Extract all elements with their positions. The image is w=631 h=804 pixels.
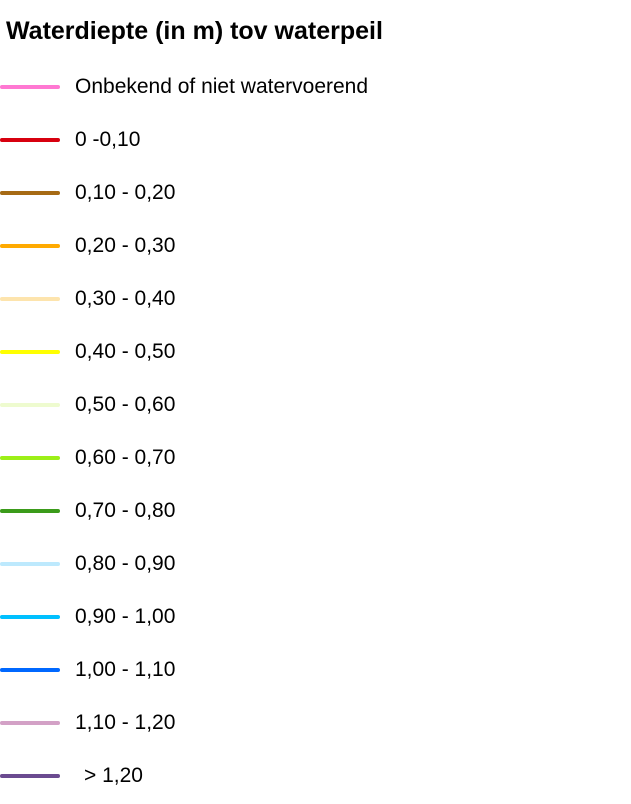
legend-label: 0,20 - 0,30 (75, 234, 176, 257)
legend-label: 0,50 - 0,60 (75, 393, 176, 416)
legend-label: 0,80 - 0,90 (75, 552, 176, 575)
legend-swatch (0, 191, 60, 195)
legend-swatch (0, 456, 60, 460)
legend-item-030-040: 0,30 - 0,40 (0, 274, 600, 327)
legend-swatch (0, 721, 60, 725)
legend-swatch (0, 774, 60, 778)
legend-item-over-120: > 1,20 (0, 751, 600, 804)
legend-label: 0,70 - 0,80 (75, 499, 176, 522)
legend-label: 1,00 - 1,10 (75, 658, 176, 681)
legend-item-080-090: 0,80 - 0,90 (0, 539, 600, 592)
legend-swatch (0, 350, 60, 354)
legend-item-020-030: 0,20 - 0,30 (0, 221, 600, 274)
legend-swatch (0, 562, 60, 566)
legend-label: 1,10 - 1,20 (75, 711, 176, 734)
legend-item-unknown: Onbekend of niet watervoerend (0, 62, 600, 115)
legend-item-0-010: 0 -0,10 (0, 115, 600, 168)
legend-swatch (0, 668, 60, 672)
legend-label: 0,30 - 0,40 (75, 287, 176, 310)
legend-swatch (0, 615, 60, 619)
legend-swatch (0, 85, 60, 89)
legend-item-090-100: 0,90 - 1,00 (0, 592, 600, 645)
legend-title: Waterdiepte (in m) tov waterpeil (6, 17, 383, 45)
legend-swatch (0, 244, 60, 248)
legend-swatch (0, 138, 60, 142)
legend-item-010-020: 0,10 - 0,20 (0, 168, 600, 221)
legend-item-040-050: 0,40 - 0,50 (0, 327, 600, 380)
legend-item-110-120: 1,10 - 1,20 (0, 698, 600, 751)
legend-swatch (0, 297, 60, 301)
legend-label: 0,40 - 0,50 (75, 340, 176, 363)
legend-swatch (0, 403, 60, 407)
legend-list: Onbekend of niet watervoerend 0 -0,10 0,… (0, 62, 600, 804)
legend-item-070-080: 0,70 - 0,80 (0, 486, 600, 539)
legend-item-060-070: 0,60 - 0,70 (0, 433, 600, 486)
legend-label: 0,10 - 0,20 (75, 181, 176, 204)
legend-swatch (0, 509, 60, 513)
legend-item-050-060: 0,50 - 0,60 (0, 380, 600, 433)
legend-item-100-110: 1,00 - 1,10 (0, 645, 600, 698)
legend-label: > 1,20 (84, 764, 143, 787)
legend-label: Onbekend of niet watervoerend (75, 75, 369, 98)
legend-label: 0,90 - 1,00 (75, 605, 176, 628)
legend-label: 0 -0,10 (75, 128, 141, 151)
legend-label: 0,60 - 0,70 (75, 446, 176, 469)
